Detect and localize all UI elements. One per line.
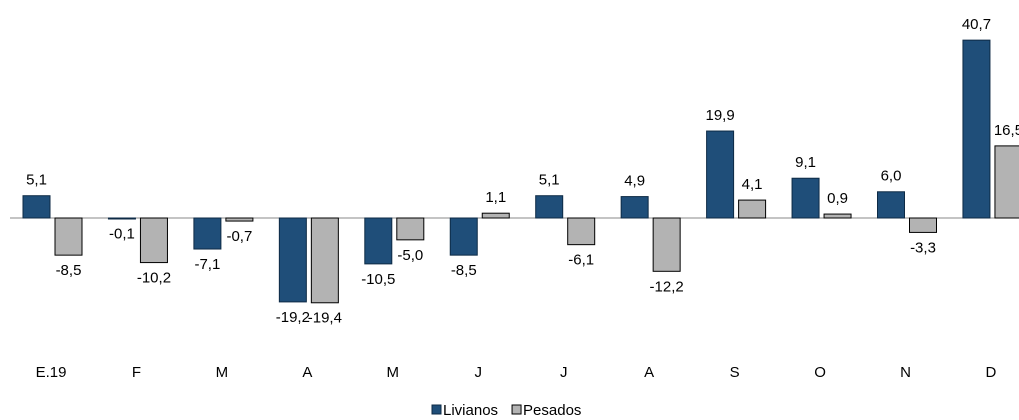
data-label: 6,0 <box>881 168 902 185</box>
data-label: -19,2 <box>276 309 310 326</box>
data-label: 16,5 <box>994 122 1019 139</box>
x-tick-label: J <box>560 364 568 381</box>
data-label: 5,1 <box>26 172 47 189</box>
bar <box>909 217 937 233</box>
data-label: -0,7 <box>226 228 252 245</box>
bar <box>738 199 767 219</box>
data-label: -7,1 <box>194 256 220 273</box>
data-label: 9,1 <box>795 154 816 171</box>
data-label: -3,3 <box>910 239 936 256</box>
x-tick-label: N <box>900 364 911 381</box>
bar <box>54 217 83 256</box>
bar <box>620 196 649 219</box>
bar <box>652 217 681 272</box>
bar <box>449 217 478 256</box>
x-tick-label: E.19 <box>36 364 67 381</box>
data-label: 40,7 <box>962 16 991 33</box>
data-label: 0,9 <box>827 190 848 207</box>
x-tick-label: D <box>986 364 997 381</box>
bar <box>962 39 991 219</box>
data-label: -8,5 <box>451 262 477 279</box>
bar <box>535 195 564 219</box>
bar <box>278 217 307 303</box>
bar <box>225 217 254 222</box>
legend-label: Livianos <box>443 402 498 419</box>
x-tick-label: O <box>814 364 826 381</box>
legend-swatch <box>431 404 442 415</box>
data-label: -6,1 <box>568 252 594 269</box>
x-tick-label: A <box>644 364 654 381</box>
bar <box>139 217 168 264</box>
bar <box>193 217 222 250</box>
data-label: 4,1 <box>742 176 763 193</box>
legend-swatch <box>511 404 522 415</box>
x-tick-label: S <box>730 364 740 381</box>
data-label: 4,9 <box>624 173 645 190</box>
data-label: 1,1 <box>485 189 506 206</box>
data-label: -5,0 <box>397 247 423 264</box>
data-label: -10,5 <box>361 271 395 288</box>
bar <box>396 217 425 241</box>
bar <box>823 213 852 219</box>
data-label: 5,1 <box>539 172 560 189</box>
data-label: -8,5 <box>56 262 82 279</box>
data-label: -0,1 <box>109 225 135 242</box>
x-tick-label: J <box>475 364 483 381</box>
bar <box>877 191 905 219</box>
data-label: -12,2 <box>650 278 684 295</box>
bar <box>310 217 339 304</box>
bar <box>22 195 51 219</box>
x-tick-label: M <box>387 364 400 381</box>
data-label: 19,9 <box>705 107 734 124</box>
bar <box>364 217 393 265</box>
bar <box>107 217 136 220</box>
x-tick-label: M <box>216 364 229 381</box>
x-tick-label: A <box>302 364 312 381</box>
x-tick-label: F <box>132 364 141 381</box>
bar <box>567 217 596 246</box>
bar <box>994 145 1019 219</box>
data-label: -10,2 <box>137 270 171 287</box>
bar <box>706 130 735 219</box>
legend-label: Pesados <box>523 402 581 419</box>
bar <box>481 212 510 219</box>
bar <box>791 177 820 219</box>
data-label: -19,4 <box>308 310 342 327</box>
